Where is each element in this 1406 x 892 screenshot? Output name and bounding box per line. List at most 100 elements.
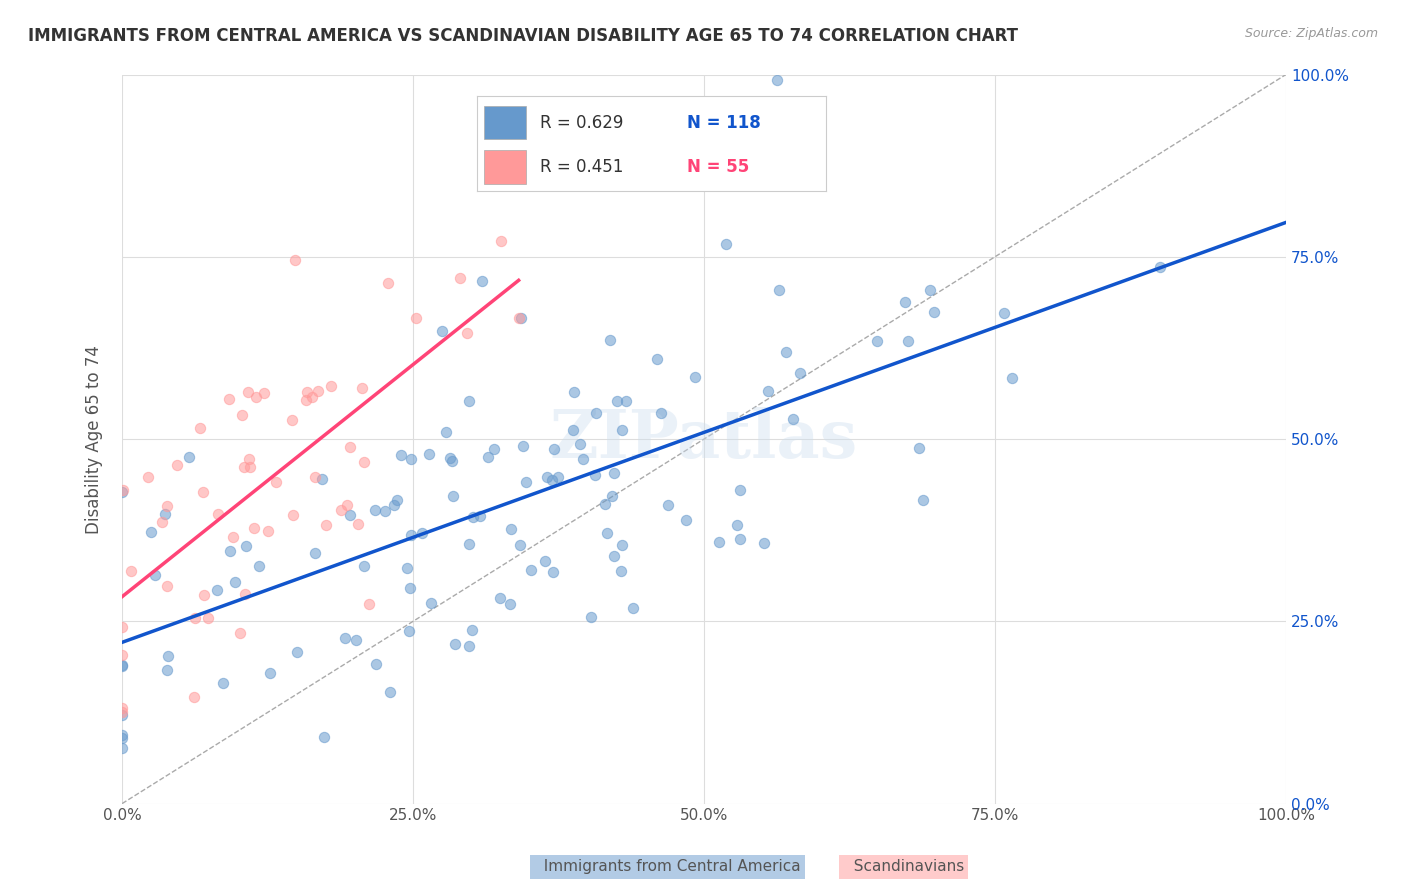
Immigrants from Central America: [401, 452, 423, 467]
Immigrants from Central America: [714, 236, 737, 251]
Immigrants from Central America: [441, 453, 464, 467]
Scandinavians: [304, 470, 326, 484]
Scandinavians: [283, 508, 305, 523]
Immigrants from Central America: [418, 447, 440, 461]
Scandinavians: [229, 626, 252, 640]
Immigrants from Central America: [499, 522, 522, 536]
Scandinavians: [253, 386, 276, 401]
Immigrants from Central America: [458, 537, 481, 551]
Scandinavians: [232, 460, 254, 475]
Immigrants from Central America: [789, 367, 811, 381]
Scandinavians: [264, 475, 287, 489]
Immigrants from Central America: [621, 601, 644, 615]
Immigrants from Central America: [540, 473, 562, 487]
Immigrants from Central America: [143, 568, 166, 582]
Scandinavians: [242, 521, 264, 535]
Scandinavians: [188, 420, 211, 434]
Scandinavians: [281, 413, 304, 427]
Immigrants from Central America: [752, 535, 775, 549]
Immigrants from Central America: [918, 283, 941, 297]
Immigrants from Central America: [782, 411, 804, 425]
Scandinavians: [183, 690, 205, 705]
Scandinavians: [319, 379, 342, 393]
Immigrants from Central America: [153, 507, 176, 521]
Scandinavians: [377, 277, 399, 291]
Immigrants from Central America: [353, 559, 375, 574]
Immigrants from Central America: [593, 497, 616, 511]
Immigrants from Central America: [610, 538, 633, 552]
Immigrants from Central America: [247, 558, 270, 573]
Immigrants from Central America: [312, 730, 335, 744]
Immigrants from Central America: [1149, 260, 1171, 274]
Immigrants from Central America: [212, 676, 235, 690]
Scandinavians: [111, 705, 134, 719]
Scandinavians: [353, 455, 375, 469]
Immigrants from Central America: [460, 624, 482, 638]
Immigrants from Central America: [139, 524, 162, 539]
Immigrants from Central America: [509, 538, 531, 552]
Immigrants from Central America: [568, 437, 591, 451]
Scandinavians: [156, 499, 179, 513]
Immigrants from Central America: [602, 489, 624, 503]
Immigrants from Central America: [477, 450, 499, 464]
Scandinavians: [239, 460, 262, 475]
Scandinavians: [508, 310, 530, 325]
Immigrants from Central America: [458, 639, 481, 653]
Text: Source: ZipAtlas.com: Source: ZipAtlas.com: [1244, 27, 1378, 40]
Scandinavians: [197, 610, 219, 624]
Immigrants from Central America: [311, 472, 333, 486]
Immigrants from Central America: [543, 442, 565, 457]
Scandinavians: [150, 515, 173, 529]
Immigrants from Central America: [111, 658, 134, 673]
Immigrants from Central America: [378, 684, 401, 698]
Immigrants from Central America: [259, 665, 281, 680]
Immigrants from Central America: [595, 526, 617, 541]
Scandinavians: [284, 253, 307, 268]
Immigrants from Central America: [727, 517, 749, 532]
Scandinavians: [236, 385, 259, 400]
Immigrants from Central America: [614, 394, 637, 409]
Immigrants from Central America: [766, 73, 789, 87]
Immigrants from Central America: [111, 657, 134, 672]
Immigrants from Central America: [512, 439, 534, 453]
Scandinavians: [231, 408, 253, 422]
Immigrants from Central America: [344, 633, 367, 648]
Immigrants from Central America: [768, 283, 790, 297]
Immigrants from Central America: [509, 311, 531, 326]
Immigrants from Central America: [728, 483, 751, 497]
Immigrants from Central America: [470, 508, 492, 523]
Immigrants from Central America: [993, 306, 1015, 320]
Immigrants from Central America: [398, 624, 420, 638]
Text: Scandinavians: Scandinavians: [844, 859, 965, 874]
Scandinavians: [238, 452, 260, 467]
Scandinavians: [297, 384, 319, 399]
Scandinavians: [449, 270, 471, 285]
Immigrants from Central America: [399, 528, 422, 542]
Text: Immigrants from Central America: Immigrants from Central America: [534, 859, 801, 874]
Immigrants from Central America: [599, 333, 621, 347]
Immigrants from Central America: [111, 728, 134, 742]
Immigrants from Central America: [585, 406, 607, 420]
Scandinavians: [346, 516, 368, 531]
Immigrants from Central America: [219, 543, 242, 558]
Scandinavians: [315, 518, 337, 533]
Scandinavians: [218, 392, 240, 407]
Text: ZIPatlas: ZIPatlas: [550, 407, 858, 472]
Immigrants from Central America: [385, 492, 408, 507]
Scandinavians: [111, 648, 134, 663]
Immigrants from Central America: [364, 657, 387, 671]
Immigrants from Central America: [111, 708, 134, 723]
Immigrants from Central America: [395, 561, 418, 575]
Immigrants from Central America: [441, 489, 464, 503]
Immigrants from Central America: [610, 423, 633, 437]
Immigrants from Central America: [728, 533, 751, 547]
Y-axis label: Disability Age 65 to 74: Disability Age 65 to 74: [86, 344, 103, 533]
Immigrants from Central America: [645, 352, 668, 367]
Scandinavians: [184, 611, 207, 625]
Scandinavians: [120, 564, 142, 578]
Immigrants from Central America: [893, 295, 915, 310]
Immigrants from Central America: [374, 504, 396, 518]
Immigrants from Central America: [111, 741, 134, 756]
Immigrants from Central America: [897, 334, 920, 348]
Immigrants from Central America: [304, 546, 326, 560]
